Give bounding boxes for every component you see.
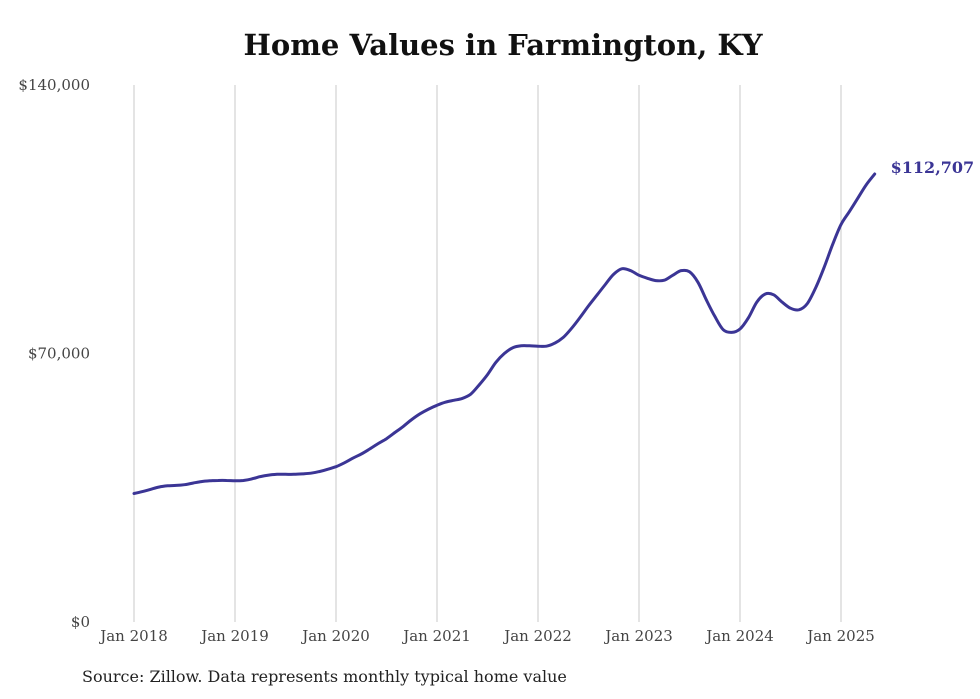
- x-tick-label: Jan 2018: [98, 627, 168, 645]
- series-lines: [132, 172, 877, 495]
- chart-plot-area: $0$70,000$140,000 Jan 2018 Jan 2019 Jan 20…: [18, 76, 975, 645]
- grid-lines: [133, 85, 842, 622]
- x-axis-tick-labels: Jan 2018 Jan 2019 Jan 2020 Jan 2021 Jan 2022…: [98, 627, 875, 645]
- x-tick-label: Jan 2021: [401, 627, 471, 645]
- end-value-label: $112,707: [891, 158, 975, 177]
- x-tick-label: Jan 2023: [603, 627, 673, 645]
- x-tick-label: Jan 2025: [805, 627, 875, 645]
- x-tick-label: Jan 2019: [199, 627, 269, 645]
- y-axis-tick-labels: $0 $70,000 $140,000: [18, 76, 90, 631]
- y-tick-label: $70,000: [28, 345, 90, 363]
- end-value-labels: $112,707: [891, 158, 975, 177]
- source-note: Source: Zillow. Data represents monthly …: [82, 667, 567, 686]
- chart-title: Home Values in Farmington, KY: [243, 28, 763, 62]
- x-tick-label: Jan 2022: [502, 627, 572, 645]
- x-tick-label: Jan 2020: [300, 627, 370, 645]
- y-tick-label: $140,000: [18, 76, 90, 94]
- y-tick-label: $0: [71, 613, 90, 631]
- series-line: [132, 172, 877, 495]
- x-tick-label: Jan 2024: [704, 627, 774, 645]
